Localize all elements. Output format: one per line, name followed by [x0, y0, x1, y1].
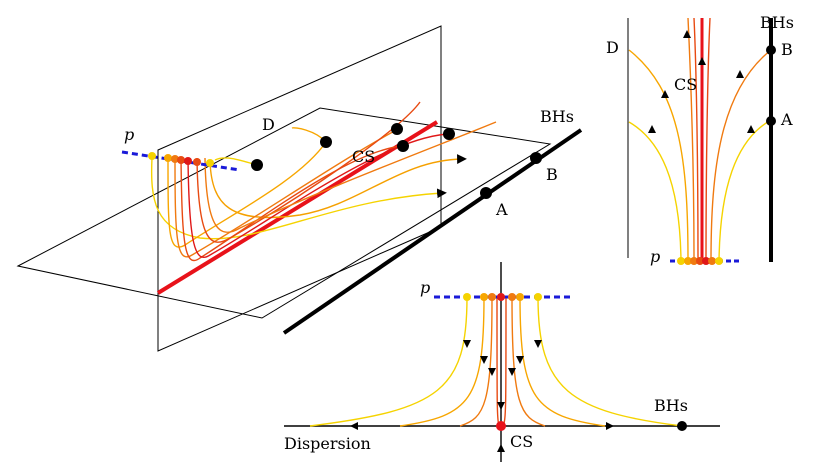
inset-p-points [677, 257, 723, 265]
main-label-a: A [495, 200, 508, 219]
bottom-p-points [463, 293, 542, 301]
main-label-p: p [124, 125, 134, 144]
bottom-trajectories [309, 296, 683, 427]
main-label-bhs: BHs [540, 107, 574, 126]
inset-trajectories [628, 17, 772, 262]
inset-label-cs: CS [674, 75, 697, 94]
bottom-arrows [350, 340, 614, 452]
bottom-label-cs: CS [510, 432, 533, 451]
inset-label-p: p [650, 247, 660, 266]
bottom-inset: p BHs Dispersion CS [284, 262, 720, 462]
inset-label-a: A [780, 110, 793, 129]
main-label-cs: CS [352, 147, 375, 166]
main-3d-figure: p D CS BHs B A [16, 25, 583, 352]
inset-point-b [766, 45, 776, 55]
bottom-label-p: p [420, 278, 430, 297]
main-label-d: D [262, 115, 275, 134]
p-fixed-points [148, 152, 214, 167]
top-right-inset: D CS BHs B A p [606, 13, 794, 266]
inset-point-a [766, 116, 776, 126]
main-end-points [251, 123, 542, 199]
inset-label-bhs: BHs [760, 13, 794, 32]
inset-label-d: D [606, 38, 619, 57]
inset-arrows [648, 30, 755, 133]
bhs-line [282, 128, 583, 335]
main-trajectories [150, 101, 497, 262]
bottom-point-bhs [677, 421, 687, 431]
bottom-label-bhs: BHs [654, 396, 688, 415]
bottom-label-dispersion: Dispersion [284, 434, 371, 453]
bottom-point-cs [496, 421, 506, 431]
horizontal-plane [16, 107, 552, 319]
main-label-b: B [546, 165, 558, 184]
inset-label-b: B [781, 40, 793, 59]
